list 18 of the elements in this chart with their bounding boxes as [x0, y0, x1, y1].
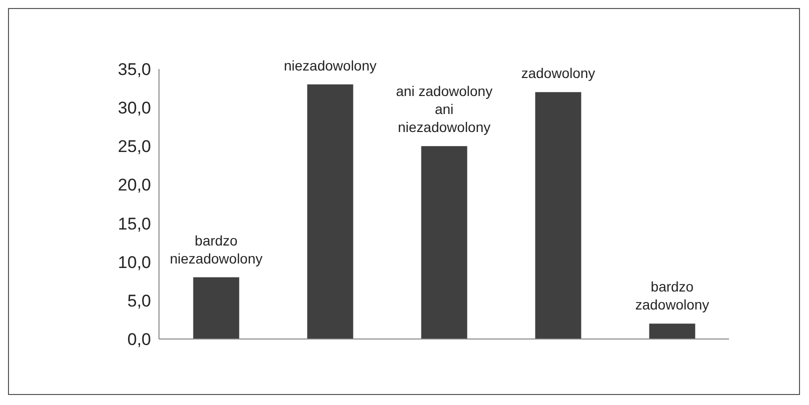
bar	[649, 324, 696, 339]
y-tick-label: 0,0	[127, 330, 151, 350]
y-tick-label: 25,0	[118, 137, 151, 156]
x-tick-label: ani zadowolony ani niezadowolony	[396, 83, 492, 136]
x-tick-label: bardzo niezadowolony	[170, 232, 263, 266]
y-tick-label: 20,0	[118, 176, 151, 195]
y-tick-label: 5,0	[127, 291, 151, 310]
bar	[421, 146, 468, 339]
bar	[193, 277, 240, 339]
y-tick-label: 30,0	[118, 98, 151, 118]
x-tick-label: bardzo zadowolony	[635, 278, 710, 313]
x-tick-label: niezadowolony	[284, 57, 377, 74]
y-tick-label: 35,0	[118, 60, 151, 80]
x-tick-label: zadowolony	[521, 65, 596, 82]
bar	[307, 84, 354, 339]
y-tick-label: 15,0	[118, 214, 151, 234]
y-tick-label: 10,0	[118, 252, 151, 272]
bar	[535, 92, 582, 339]
